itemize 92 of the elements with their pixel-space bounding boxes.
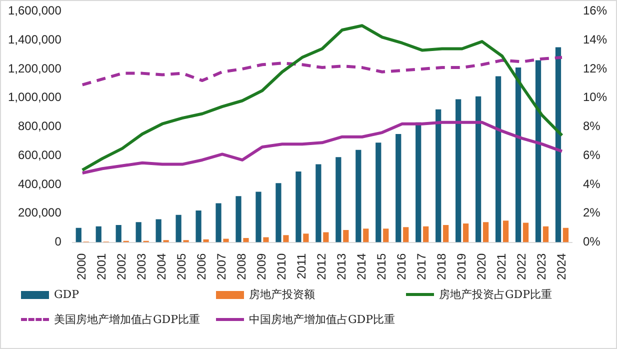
y2-tick-label: 14%	[582, 32, 608, 46]
legend-label: 美国房地产增加值占GDP比重	[54, 312, 200, 327]
bar	[542, 226, 549, 242]
bar	[203, 239, 209, 242]
bar	[236, 196, 242, 242]
bar	[283, 235, 289, 242]
bar	[223, 238, 229, 242]
legend-label: 房地产投资占GDP比重	[439, 287, 552, 302]
y2-tick-label: 12%	[582, 61, 608, 76]
bar	[522, 222, 529, 242]
bar	[116, 224, 122, 242]
x-tick-label: 2014	[354, 252, 368, 280]
bar	[156, 219, 162, 242]
bar	[515, 68, 522, 242]
bar	[562, 228, 569, 242]
bar	[243, 238, 249, 242]
bar	[76, 228, 82, 242]
x-tick-label: 2008	[234, 252, 249, 280]
y2-tick-label: 6%	[582, 148, 601, 162]
legend-label: 中国房地产增加值占GDP比重	[249, 312, 396, 327]
bar	[535, 60, 542, 242]
bar	[376, 142, 382, 242]
bar	[443, 224, 449, 242]
y2-tick-label: 4%	[582, 176, 601, 191]
y-tick-label: 1,600,000	[8, 4, 62, 18]
y-tick-label: 1,400,000	[8, 32, 62, 46]
x-tick-label: 2002	[114, 252, 129, 280]
x-tick-label: 2024	[554, 252, 568, 280]
bar	[502, 220, 509, 242]
bar	[363, 228, 369, 242]
bar	[482, 222, 489, 242]
x-tick-label: 2009	[254, 252, 269, 280]
x-tick-label: 2004	[154, 252, 169, 280]
y2-tick-label: 2%	[582, 206, 601, 220]
y2-tick-label: 10%	[582, 90, 608, 104]
y-tick-label: 200,000	[18, 206, 62, 220]
x-tick-label: 2001	[94, 252, 109, 280]
bar	[403, 227, 409, 242]
bar	[495, 76, 502, 242]
x-tick-label: 2016	[394, 252, 408, 280]
x-tick-label: 2010	[274, 252, 289, 280]
bar	[136, 222, 142, 242]
x-tick-label: 2021	[494, 252, 508, 280]
bar	[276, 183, 282, 242]
x-tick-label: 2023	[534, 252, 548, 280]
bar	[323, 232, 329, 242]
x-tick-label: 2000	[74, 252, 89, 280]
bar	[555, 47, 562, 242]
bar	[383, 228, 389, 242]
y-tick-label: 1,200,000	[8, 61, 62, 76]
bar	[196, 210, 202, 242]
bar	[216, 203, 222, 242]
bar	[423, 226, 429, 242]
y2-tick-label: 0%	[582, 234, 601, 249]
x-tick-label: 2012	[314, 252, 328, 280]
bar	[356, 150, 362, 242]
x-tick-label: 2005	[174, 252, 189, 280]
bar	[296, 172, 302, 242]
x-tick-label: 2020	[474, 252, 488, 280]
x-tick-label: 2018	[434, 252, 448, 280]
legend-label: 房地产投资额	[249, 287, 315, 302]
bar	[436, 109, 442, 242]
bar	[396, 134, 402, 242]
bar	[463, 224, 469, 242]
y-tick-label: 1,000,000	[8, 90, 62, 104]
bar	[336, 157, 342, 242]
bar	[96, 226, 102, 242]
bar	[176, 214, 182, 242]
x-tick-label: 2013	[334, 252, 348, 280]
bar	[343, 230, 349, 242]
bar	[303, 234, 309, 242]
bar	[476, 96, 482, 242]
x-tick-label: 2015	[374, 252, 388, 280]
x-tick-label: 2022	[514, 252, 528, 280]
x-tick-label: 2006	[194, 252, 209, 280]
line-series	[80, 56, 564, 86]
x-tick-label: 2017	[414, 252, 428, 280]
y2-tick-label: 8%	[582, 119, 601, 134]
bar	[263, 237, 269, 242]
x-tick-label: 2011	[294, 252, 309, 280]
y-tick-label: 0	[54, 234, 62, 249]
bar	[256, 192, 262, 242]
x-tick-label: 2019	[454, 252, 468, 280]
bar	[316, 164, 322, 242]
x-tick-label: 2007	[214, 252, 229, 280]
y-tick-label: 400,000	[18, 176, 62, 191]
x-tick-label: 2003	[134, 252, 149, 280]
bar	[456, 99, 462, 242]
legend-label: GDP	[54, 288, 80, 301]
y-tick-label: 800,000	[18, 119, 62, 134]
y2-tick-label: 16%	[582, 4, 608, 18]
y-tick-label: 600,000	[18, 148, 62, 162]
